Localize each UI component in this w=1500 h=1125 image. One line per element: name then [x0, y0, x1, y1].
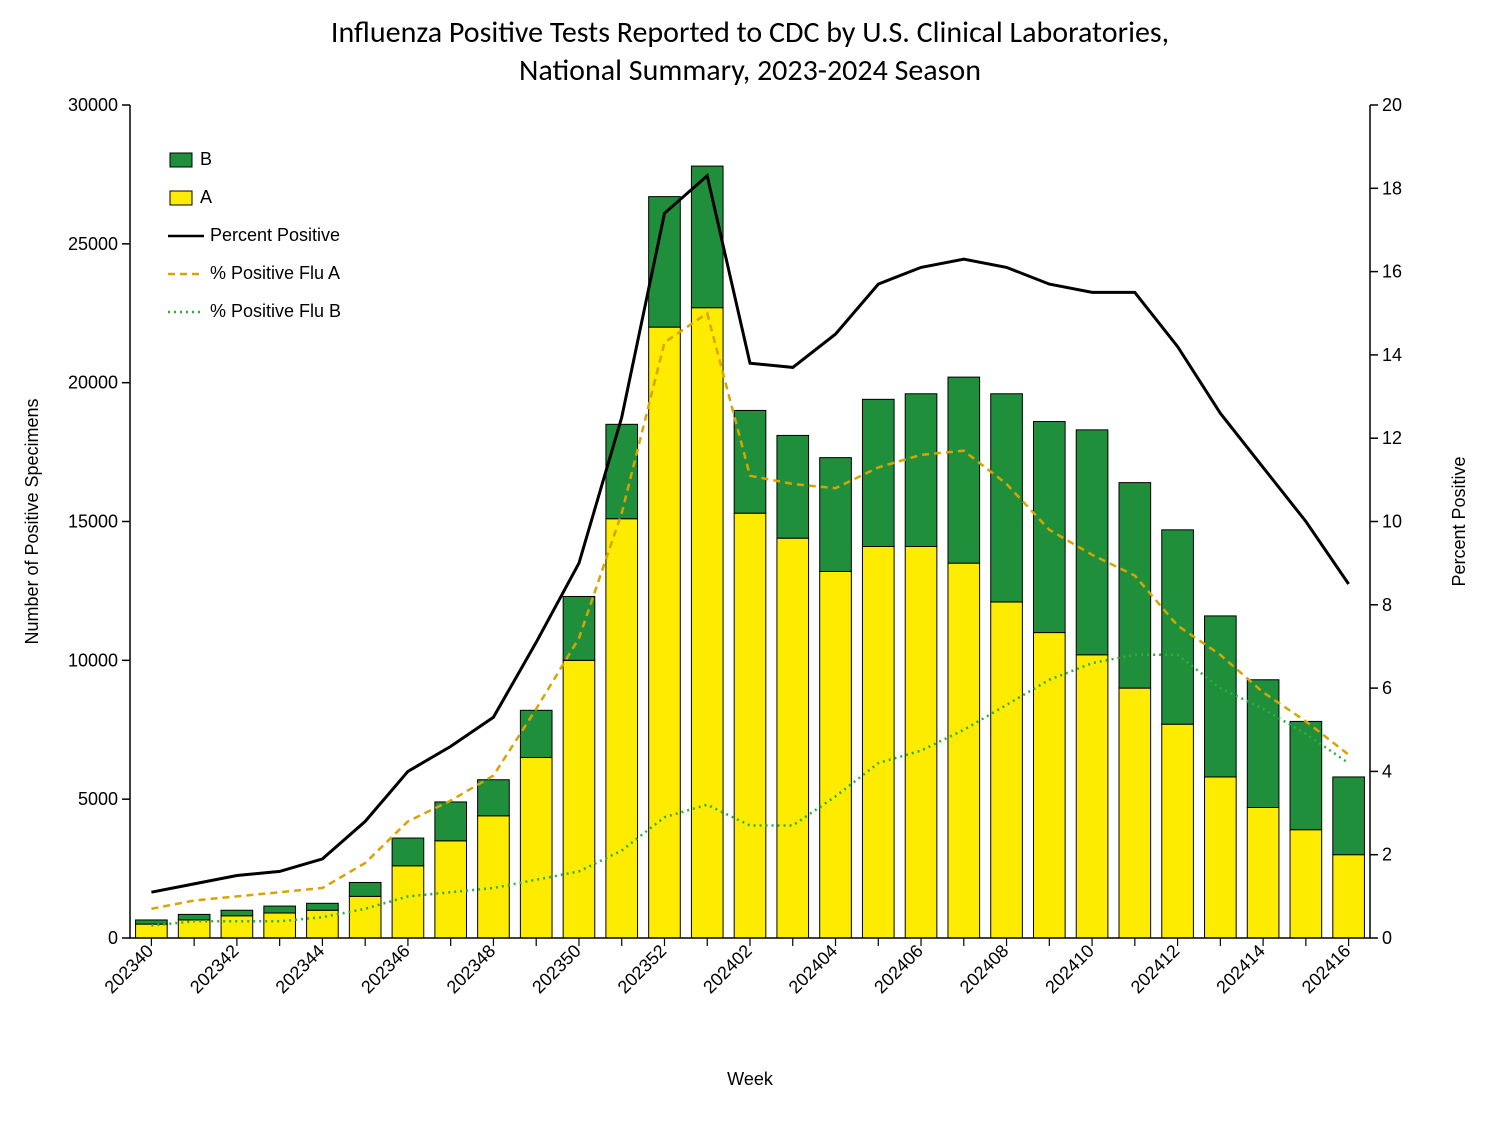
bar-b	[1247, 680, 1279, 808]
bar-b	[734, 410, 766, 513]
bar-a	[1333, 855, 1365, 938]
bar-a	[862, 546, 894, 938]
bar-a	[1247, 807, 1279, 938]
bar-a	[991, 602, 1023, 938]
bar-b	[905, 394, 937, 547]
x-axis-label: Week	[727, 1069, 774, 1089]
legend-label: Percent Positive	[210, 225, 340, 245]
bar-b	[991, 394, 1023, 602]
bar-a	[691, 308, 723, 938]
ytick-right-label: 6	[1382, 678, 1392, 698]
ytick-right-label: 0	[1382, 928, 1392, 948]
bar-a	[264, 913, 296, 938]
y-axis-left-label: Number of Positive Specimens	[22, 398, 42, 644]
bar-a	[905, 546, 937, 938]
bar-b	[563, 596, 595, 660]
bar-a	[948, 563, 980, 938]
bar-b	[1033, 422, 1065, 633]
ytick-right-label: 4	[1382, 761, 1392, 781]
ytick-right-label: 14	[1382, 345, 1402, 365]
bar-b	[606, 424, 638, 518]
bar-a	[478, 816, 510, 938]
bar-b	[435, 802, 467, 841]
ytick-right-label: 18	[1382, 178, 1402, 198]
chart-title-line2: National Summary, 2023-2024 Season	[519, 52, 981, 89]
bar-b	[1076, 430, 1108, 655]
bar-a	[734, 513, 766, 938]
ytick-left-label: 5000	[78, 789, 118, 809]
bar-a	[649, 327, 681, 938]
ytick-right-label: 12	[1382, 428, 1402, 448]
ytick-left-label: 0	[108, 928, 118, 948]
bar-a	[435, 841, 467, 938]
bar-a	[606, 519, 638, 938]
bar-a	[221, 916, 253, 938]
bar-b	[136, 920, 168, 924]
ytick-right-label: 10	[1382, 512, 1402, 532]
bar-b	[777, 435, 809, 538]
bar-a	[349, 896, 381, 938]
bar-b	[307, 903, 339, 910]
chart-svg: Influenza Positive Tests Reported to CDC…	[0, 0, 1500, 1125]
bar-a	[563, 660, 595, 938]
bar-b	[178, 914, 210, 920]
ytick-left-label: 10000	[68, 650, 118, 670]
bar-b	[1205, 616, 1237, 777]
bar-a	[1119, 688, 1151, 938]
bar-a	[1076, 655, 1108, 938]
y-axis-right-label: Percent Positive	[1449, 456, 1469, 586]
bar-b	[1333, 777, 1365, 855]
ytick-left-label: 15000	[68, 512, 118, 532]
bar-b	[948, 377, 980, 563]
legend-swatch	[170, 153, 192, 167]
ytick-right-label: 2	[1382, 845, 1392, 865]
bar-a	[520, 758, 552, 938]
ytick-right-label: 20	[1382, 95, 1402, 115]
bar-b	[221, 910, 253, 916]
chart-container: Influenza Positive Tests Reported to CDC…	[0, 0, 1500, 1125]
bar-a	[1290, 830, 1322, 938]
ytick-left-label: 30000	[68, 95, 118, 115]
bar-b	[349, 882, 381, 896]
bar-a	[392, 866, 424, 938]
bar-b	[264, 906, 296, 913]
legend-label: A	[200, 187, 212, 207]
chart-title-line1: Influenza Positive Tests Reported to CDC…	[331, 14, 1169, 51]
bar-a	[1033, 633, 1065, 938]
legend-label: B	[200, 149, 212, 169]
bar-b	[392, 838, 424, 866]
bar-a	[307, 910, 339, 938]
ytick-right-label: 8	[1382, 595, 1392, 615]
bar-b	[820, 458, 852, 572]
ytick-right-label: 16	[1382, 262, 1402, 282]
bar-b	[1162, 530, 1194, 724]
bar-a	[136, 924, 168, 938]
bar-b	[1290, 721, 1322, 829]
bar-b	[478, 780, 510, 816]
ytick-left-label: 25000	[68, 234, 118, 254]
legend-label: % Positive Flu A	[210, 263, 340, 283]
bar-a	[1205, 777, 1237, 938]
legend-label: % Positive Flu B	[210, 301, 341, 321]
bar-a	[777, 538, 809, 938]
bar-b	[520, 710, 552, 757]
legend-swatch	[170, 191, 192, 205]
ytick-left-label: 20000	[68, 373, 118, 393]
bar-a	[820, 571, 852, 938]
bar-a	[1162, 724, 1194, 938]
